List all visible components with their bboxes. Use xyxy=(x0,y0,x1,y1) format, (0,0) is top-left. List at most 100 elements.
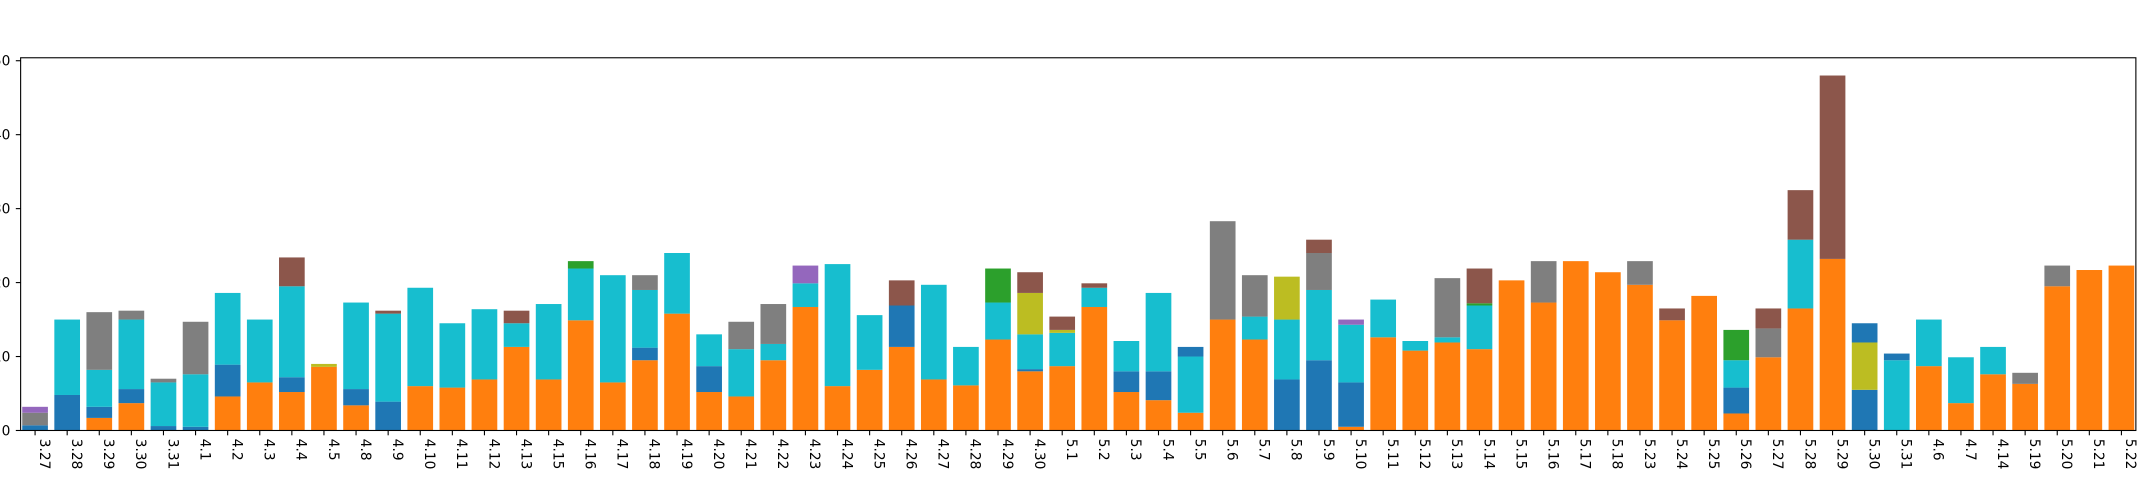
bar-segment xyxy=(1787,239,1814,309)
bar-segment xyxy=(22,406,48,413)
bar-segment xyxy=(1017,292,1043,335)
bar-segment xyxy=(888,280,915,306)
x-tick-label: 4.12 xyxy=(485,439,501,470)
bar-segment xyxy=(1177,412,1204,431)
bar-segment xyxy=(1177,346,1204,357)
bar-segment xyxy=(1402,350,1429,431)
bar-segment xyxy=(1691,295,1717,431)
bar-segment xyxy=(311,363,337,367)
bar-segment xyxy=(1049,332,1076,367)
bar-segment xyxy=(632,360,658,431)
x-tick-label: 5.24 xyxy=(1673,439,1689,470)
bar-segment xyxy=(279,286,305,378)
bar-segment xyxy=(1113,341,1140,372)
x-tick-label: 4.19 xyxy=(678,439,694,470)
bar-segment xyxy=(343,405,369,431)
bar-segment xyxy=(920,379,947,431)
bar-segment xyxy=(1787,308,1814,431)
bar-segment xyxy=(86,417,113,431)
bar-segment xyxy=(1145,292,1172,372)
bar-segment xyxy=(279,377,305,393)
bar-segment xyxy=(1338,382,1364,427)
bar-segment xyxy=(728,396,755,431)
bar-segment xyxy=(824,386,851,431)
axes-frame xyxy=(20,57,2137,432)
x-tick-label: 5.4 xyxy=(1159,439,1175,461)
bar-segment xyxy=(760,343,787,361)
bar-segment xyxy=(1241,316,1268,340)
x-tick-label: 5.14 xyxy=(1480,439,1496,470)
bar-segment xyxy=(1049,366,1076,431)
bar-segment xyxy=(214,364,241,397)
x-tick-label: 5.18 xyxy=(1609,439,1625,470)
bar-segment xyxy=(1017,371,1043,431)
x-tick-label: 5.31 xyxy=(1898,439,1914,470)
x-tick-label: 5.12 xyxy=(1416,439,1432,470)
bar-segment xyxy=(2012,383,2038,431)
bar-segment xyxy=(1017,334,1043,370)
bar-segment xyxy=(1916,319,1942,367)
bar-segment xyxy=(1723,329,1750,361)
bar-segment xyxy=(792,306,819,431)
x-tick-label: 4.18 xyxy=(646,439,662,470)
bar-segment xyxy=(2044,286,2071,431)
bar-segment xyxy=(856,369,883,431)
bar-segment xyxy=(214,396,241,431)
bar-segment xyxy=(1113,371,1140,393)
x-tick-label: 5.5 xyxy=(1191,439,1207,461)
x-tick-label: 4.6 xyxy=(1930,439,1946,461)
x-tick-label: 5.8 xyxy=(1288,439,1304,461)
bar-segment xyxy=(1145,371,1172,401)
x-tick-label: 4.26 xyxy=(903,439,919,470)
bar-segment xyxy=(439,323,466,388)
bar-segment xyxy=(118,310,145,320)
bar-segment xyxy=(599,382,626,431)
bar-segment xyxy=(503,323,530,347)
x-tick-label: 4.15 xyxy=(549,439,565,470)
x-tick-label: 4.24 xyxy=(838,439,854,470)
bar-segment xyxy=(728,349,755,397)
bar-segment xyxy=(664,253,690,314)
x-tick-label: 5.22 xyxy=(2122,439,2138,470)
bar-segment xyxy=(728,321,755,350)
bar-segment xyxy=(1274,319,1300,380)
x-tick-label: 5.6 xyxy=(1224,439,1240,461)
bar-segment xyxy=(1466,349,1493,431)
bar-segment xyxy=(953,346,979,386)
bar-segment xyxy=(1145,400,1172,431)
bar-segment xyxy=(1980,346,2006,375)
bar-segment xyxy=(1177,356,1204,413)
bar-segment xyxy=(1819,258,1846,431)
bar-segment xyxy=(1851,323,1878,343)
x-tick-label: 3.30 xyxy=(132,439,148,470)
bar-segment xyxy=(1980,374,2006,431)
bar-segment xyxy=(375,310,401,314)
plot-area xyxy=(22,75,2135,431)
bar-segment xyxy=(856,315,883,370)
y-tick-label: 30 xyxy=(0,201,10,217)
bar-segment xyxy=(1530,302,1557,431)
bar-segment xyxy=(1466,268,1493,304)
x-tick-label: 5.25 xyxy=(1705,439,1721,470)
bar-segment xyxy=(985,268,1011,303)
x-tick-label: 5.13 xyxy=(1448,439,1464,470)
x-tick-label: 4.22 xyxy=(774,439,790,470)
x-tick-label: 5.11 xyxy=(1384,439,1400,470)
bar-segment xyxy=(343,302,369,390)
x-tick-label: 4.4 xyxy=(293,439,309,461)
bar-segment xyxy=(1755,308,1782,329)
x-tick-label: 5.23 xyxy=(1641,439,1657,470)
bar-segment xyxy=(792,283,819,307)
bar-segment xyxy=(1306,360,1332,431)
x-tick-label: 4.3 xyxy=(261,439,277,461)
bar-segment xyxy=(1851,389,1878,431)
x-tick-label: 4.27 xyxy=(935,439,951,470)
bar-segment xyxy=(1434,342,1461,431)
bar-segment xyxy=(1241,339,1268,431)
bar-segment xyxy=(503,310,530,324)
bar-segment xyxy=(375,401,401,431)
y-tick-label: 20 xyxy=(0,275,10,291)
x-tick-label: 3.29 xyxy=(100,439,116,470)
bar-segment xyxy=(54,319,81,395)
